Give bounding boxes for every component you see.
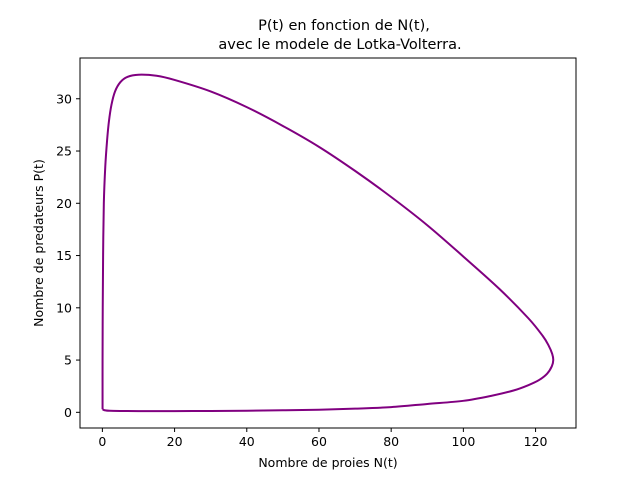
x-tick-label: 20 <box>167 434 183 449</box>
y-tick-label: 15 <box>56 248 72 263</box>
series-line-0 <box>101 73 555 413</box>
curves-group <box>101 73 555 413</box>
x-tick-label: 120 <box>524 434 548 449</box>
y-tick-label: 20 <box>56 196 72 211</box>
y-tick-label: 10 <box>56 300 72 315</box>
chart-title-line-1: P(t) en fonction de N(t), <box>258 18 430 34</box>
x-tick-label: 40 <box>239 434 255 449</box>
y-tick-label: 0 <box>64 405 72 420</box>
x-ticks-group: 0 20 40 60 80 100 120 <box>98 428 548 449</box>
y-tick-label: 25 <box>56 144 72 159</box>
y-axis-label: Nombre de predateurs P(t) <box>31 159 46 327</box>
x-tick-label: 80 <box>383 434 399 449</box>
x-tick-label: 60 <box>311 434 327 449</box>
y-ticks-group: 0 5 10 15 20 25 30 <box>56 91 80 420</box>
chart-title-line-2: avec le modele de Lotka-Volterra. <box>218 37 461 53</box>
x-axis-label: Nombre de proies N(t) <box>258 455 397 470</box>
y-tick-label: 30 <box>56 91 72 106</box>
x-tick-label: 0 <box>98 434 106 449</box>
y-tick-label: 5 <box>64 353 72 368</box>
plot-area <box>79 57 577 429</box>
x-tick-label: 100 <box>451 434 475 449</box>
